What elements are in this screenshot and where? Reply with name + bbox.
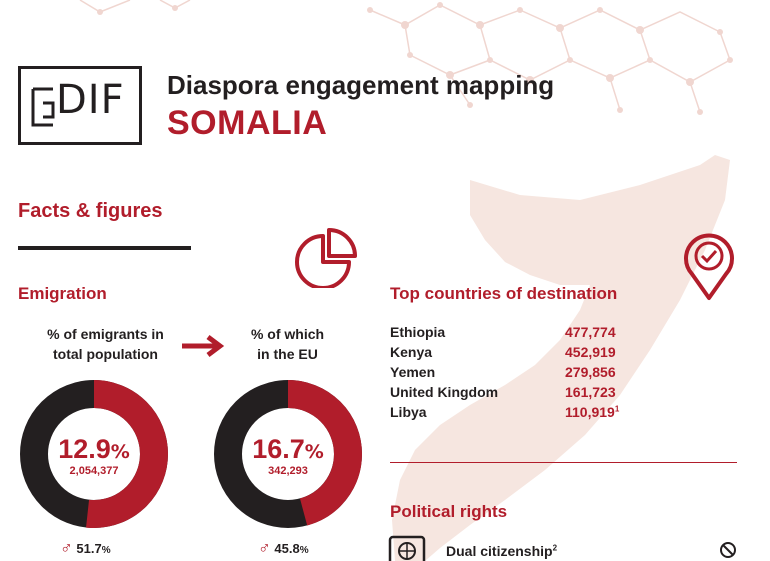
destination-row: Yemen 279,856 [390, 364, 630, 384]
emigrants-percent-sign: % [110, 441, 130, 463]
donut-male-arc [214, 380, 362, 528]
donut-male-arc [20, 380, 168, 528]
logo-mark-icon [31, 87, 55, 127]
eu-count: 342,293 [268, 465, 308, 477]
dual-citizenship-text: Dual citizenship [446, 543, 553, 559]
eu-donut [214, 380, 362, 528]
emigrants-share-label: % of emigrants in total population [18, 324, 193, 364]
footnote-marker: 2 [552, 543, 558, 553]
page-title: Diaspora engagement mapping [167, 70, 555, 100]
destination-country: Yemen [390, 364, 436, 380]
destination-value-number: 110,919 [565, 404, 615, 420]
emigrants-share-label-line2: total population [53, 346, 158, 362]
eu-share-label-line1: % of which [250, 326, 325, 342]
logo-text: DIF [56, 77, 125, 123]
dual-citizenship-label: Dual citizenship2 [446, 543, 557, 559]
destination-value: 452,919 [565, 344, 616, 360]
eu-male-sign: % [299, 545, 309, 556]
edif-logo: DIF [18, 66, 142, 145]
section-divider [18, 246, 191, 250]
destination-country: Kenya [390, 344, 433, 360]
network-nodes [97, 2, 733, 115]
emigration-heading: Emigration [18, 284, 107, 303]
emigrants-share-label-line1: % of emigrants in [47, 326, 164, 342]
arrow-right-icon [182, 335, 225, 357]
destination-country: Ethiopia [390, 324, 446, 340]
network-pattern [79, 0, 731, 113]
somalia-map-silhouette [392, 155, 730, 561]
destination-value: 110,9191 [565, 404, 619, 420]
male-symbol-icon: ♂ [60, 538, 73, 557]
political-rights-heading: Political rights [390, 502, 508, 521]
emigrants-male-share: ♂ 51.7% [60, 538, 111, 558]
destination-value: 161,723 [565, 384, 616, 400]
emigrants-donut-label: 12.9% 2,054,377 [18, 434, 170, 477]
destination-value: 477,774 [565, 324, 616, 340]
eu-donut-label: 16.7% 342,293 [212, 434, 364, 477]
emigrants-percent: 12.9 [58, 434, 111, 464]
footnote-marker: 1 [614, 404, 620, 414]
eu-share-label-line2: in the EU [257, 346, 318, 362]
eu-male-value: 45.8 [274, 541, 300, 556]
destinations-heading: Top countries of destination [390, 284, 618, 303]
facts-section-title: Facts & figures [18, 200, 163, 222]
destination-row: Kenya 452,919 [390, 344, 630, 364]
location-pin-check-icon [684, 233, 734, 300]
section-divider-right [390, 462, 737, 463]
destination-value: 279,856 [565, 364, 616, 380]
eu-percent: 16.7 [252, 434, 305, 464]
emigrants-male-sign: % [101, 545, 111, 556]
eu-male-share: ♂ 45.8% [258, 538, 309, 558]
eu-percent-sign: % [304, 441, 324, 463]
emigrants-count: 2,054,377 [69, 465, 119, 477]
destination-row: Libya 110,9191 [390, 404, 630, 424]
prohibited-icon [720, 542, 736, 558]
destination-row: United Kingdom 161,723 [390, 384, 630, 404]
country-name: SOMALIA [167, 104, 328, 142]
passport-icon [388, 535, 426, 561]
destination-row: Ethiopia 477,774 [390, 324, 630, 344]
male-symbol-icon: ♂ [258, 538, 271, 557]
destination-country: United Kingdom [390, 384, 499, 400]
emigrants-male-value: 51.7 [76, 541, 102, 556]
pie-chart-icon [295, 228, 357, 288]
eu-share-label: % of which in the EU [225, 324, 350, 364]
emigrants-donut [20, 380, 168, 528]
destination-country: Libya [390, 404, 427, 420]
